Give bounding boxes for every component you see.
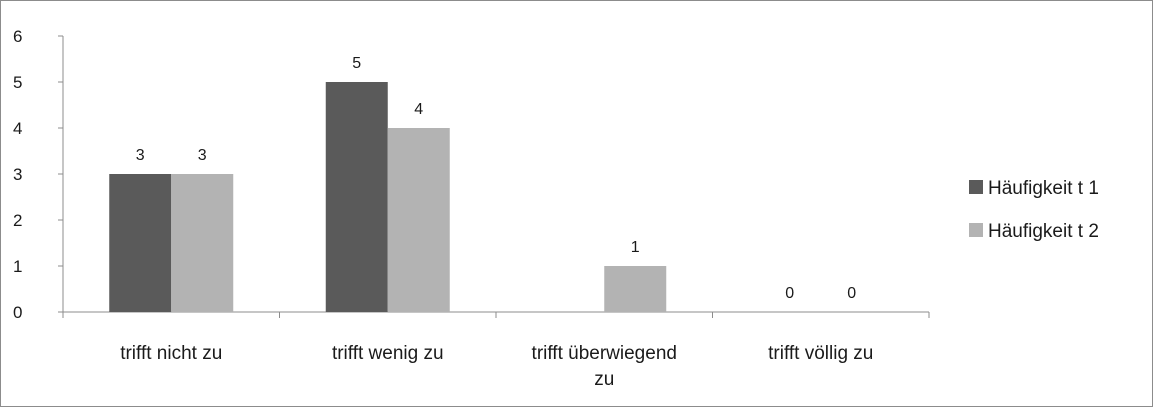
bar xyxy=(171,174,234,312)
legend-label: Häufigkeit t 1 xyxy=(988,178,1099,199)
data-label: 3 xyxy=(136,147,145,164)
data-label: 0 xyxy=(847,285,856,302)
legend-swatch xyxy=(969,223,983,237)
data-label: 0 xyxy=(785,285,794,302)
legend-swatch xyxy=(969,180,983,194)
data-label: 1 xyxy=(631,239,640,256)
data-label: 3 xyxy=(198,147,207,164)
category-label: trifft wenig zu xyxy=(332,343,444,364)
y-tick-label: 3 xyxy=(13,165,22,184)
y-tick-label: 4 xyxy=(13,119,22,138)
y-tick-label: 6 xyxy=(13,27,22,46)
category-label: zu xyxy=(594,369,614,390)
bar xyxy=(325,82,388,312)
category-label: trifft überwiegend xyxy=(532,343,677,364)
legend-label: Häufigkeit t 2 xyxy=(988,221,1099,242)
y-tick-label: 0 xyxy=(13,303,22,322)
category-label: trifft völlig zu xyxy=(768,343,873,364)
category-label: trifft nicht zu xyxy=(120,343,222,364)
y-tick-label: 2 xyxy=(13,211,22,230)
y-tick-label: 1 xyxy=(13,257,22,276)
bar xyxy=(604,266,667,312)
bar xyxy=(109,174,172,312)
bar xyxy=(387,128,450,312)
y-tick-label: 5 xyxy=(13,73,22,92)
data-label: 4 xyxy=(414,101,423,118)
data-label: 5 xyxy=(352,55,361,72)
